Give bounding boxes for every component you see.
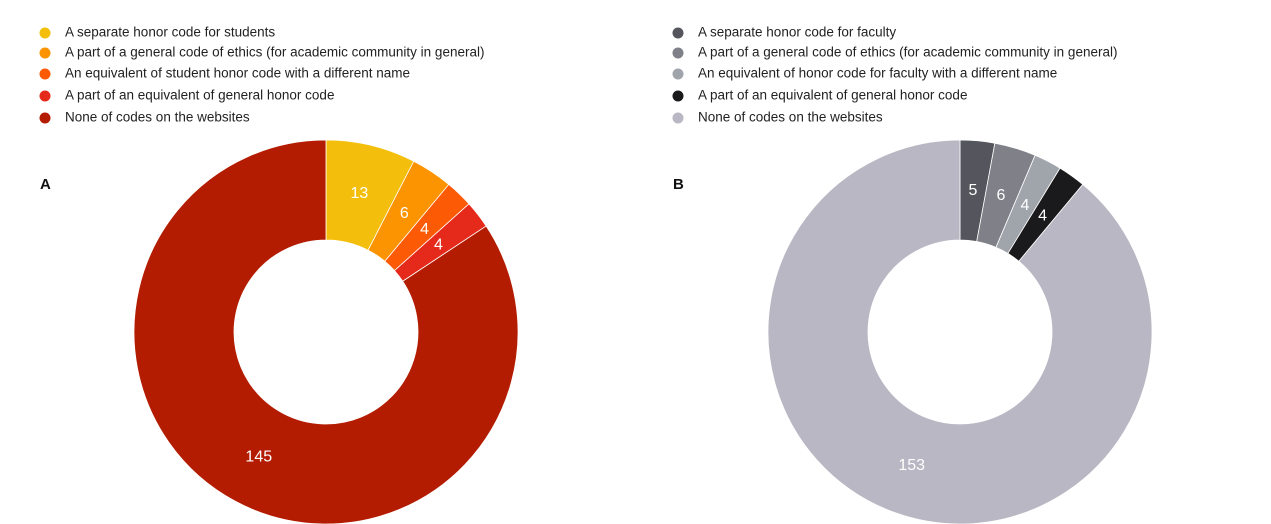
panel-label: B xyxy=(673,176,684,193)
value-label: 6 xyxy=(400,205,409,222)
value-label: 4 xyxy=(420,221,429,238)
legend-swatch xyxy=(39,27,51,39)
legend-swatch xyxy=(672,112,684,124)
legend-label: A part of an equivalent of general honor… xyxy=(698,88,967,103)
legend-label: A separate honor code for students xyxy=(65,25,275,40)
legend-label: A part of a general code of ethics (for … xyxy=(698,45,1117,60)
legend-swatch xyxy=(39,68,51,80)
value-label: 4 xyxy=(1020,197,1029,214)
panel-label: A xyxy=(40,176,51,193)
value-label: 4 xyxy=(434,236,443,253)
legend-swatch xyxy=(39,47,51,59)
donut-slice xyxy=(133,139,519,524)
value-label: 4 xyxy=(1038,208,1047,225)
legend-swatch xyxy=(39,90,51,102)
legend-swatch xyxy=(672,27,684,39)
donut-slice xyxy=(767,139,1153,524)
legend-label: An equivalent of student honor code with… xyxy=(65,66,410,81)
legend-label: A part of a general code of ethics (for … xyxy=(65,45,484,60)
value-label: 145 xyxy=(245,448,272,465)
legend-label: A separate honor code for faculty xyxy=(698,25,896,40)
legend-swatch xyxy=(672,90,684,102)
legend-swatch xyxy=(672,47,684,59)
value-label: 153 xyxy=(898,457,925,474)
legend-swatch xyxy=(39,112,51,124)
value-label: 13 xyxy=(351,185,369,202)
legend-label: An equivalent of honor code for faculty … xyxy=(698,66,1057,81)
legend-label: None of codes on the websites xyxy=(698,110,883,125)
legend-label: A part of an equivalent of general honor… xyxy=(65,88,334,103)
value-label: 5 xyxy=(968,182,977,199)
legend-swatch xyxy=(672,68,684,80)
legend-label: None of codes on the websites xyxy=(65,110,250,125)
value-label: 6 xyxy=(996,187,1005,204)
